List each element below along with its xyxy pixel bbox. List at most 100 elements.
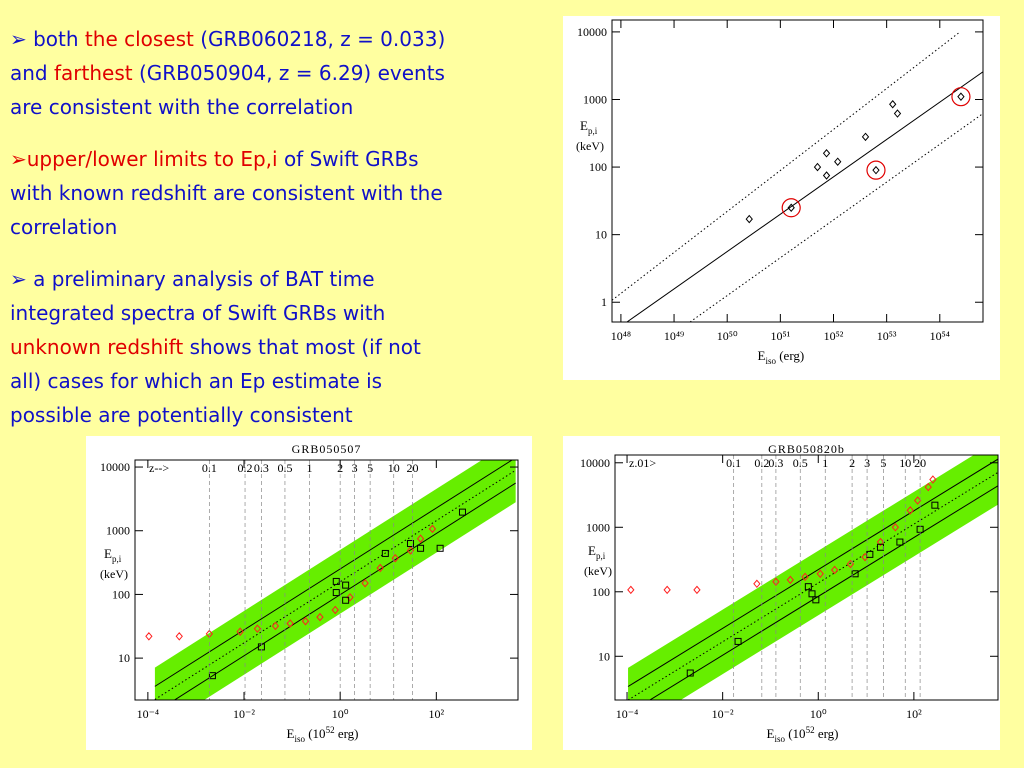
- label-piece: p,i: [596, 551, 606, 561]
- axis-label: Eiso (1052 erg): [287, 725, 359, 744]
- redshift-label: 0.5: [793, 456, 808, 470]
- data-point: [906, 506, 914, 515]
- redshift-label: 20: [407, 461, 419, 475]
- text-segment: all) cases for which an Ep estimate is: [10, 369, 382, 393]
- chart-panel: [563, 16, 1000, 380]
- data-point: [772, 577, 780, 587]
- x-tick-label: 10⁴⁹: [664, 329, 684, 343]
- x-tick-label: 10⁻²: [233, 707, 255, 721]
- text-segment: farthest: [54, 61, 139, 85]
- highlight-ring: [781, 198, 801, 218]
- text-segment: and: [10, 61, 54, 85]
- x-tick-label: 10⁵³: [877, 329, 897, 343]
- data-point: [175, 632, 183, 641]
- label-piece: 52: [326, 725, 335, 735]
- y-tick-label: 100: [112, 587, 130, 601]
- bullet-line: ➢ both the closest (GRB060218, z = 0.033…: [10, 27, 445, 51]
- label-piece: erg): [335, 726, 359, 741]
- data-point: [834, 157, 842, 166]
- redshift-label: 0.2: [238, 461, 253, 475]
- label-piece: (erg): [776, 348, 804, 363]
- data-point: [316, 612, 324, 622]
- label-piece: E: [580, 118, 588, 133]
- correlation-line: [627, 458, 998, 687]
- x-tick-label: 10⁴⁸: [611, 329, 631, 343]
- data-point: [801, 572, 809, 582]
- data-point: [428, 524, 437, 534]
- text-segment: integrated spectra of Swift GRBs with: [10, 301, 385, 325]
- data-point: [391, 553, 399, 563]
- y-tick-label: 10: [118, 651, 130, 665]
- x-tick-label: 10⁻⁴: [137, 707, 160, 721]
- data-point: [957, 92, 965, 101]
- x-tick-label: 10²: [906, 707, 922, 721]
- data-point: [342, 581, 350, 589]
- text-segment: are consistent with the correlation: [10, 95, 353, 119]
- chart: 0.10.20.30.512351020z-->1010010001000010…: [86, 436, 532, 750]
- x-tick-label: 10²: [429, 707, 445, 721]
- data-point: [346, 593, 354, 602]
- text-segment: shows that most (if not: [190, 335, 421, 359]
- y-tick-label: 100: [592, 585, 610, 599]
- label-piece: p,i: [588, 126, 598, 136]
- plot-frame: [134, 459, 519, 701]
- x-tick-label: 10⁻⁴: [616, 707, 639, 721]
- redshift-label: 5: [367, 461, 373, 475]
- correlation-line: [626, 71, 983, 322]
- plot-frame: [614, 454, 999, 701]
- data-point: [145, 632, 153, 641]
- text-segment: of Swift GRBs: [284, 147, 419, 171]
- axis-label: Ep,i: [580, 118, 598, 136]
- data-point: [753, 579, 761, 589]
- x-tick-label: 10⁻²: [712, 707, 734, 721]
- label-piece: iso: [774, 734, 785, 744]
- data-point: [876, 537, 885, 547]
- bullet-line: ➢upper/lower limits to Ep,i of Swift GRB…: [10, 147, 419, 171]
- y-axis-units: (keV): [584, 564, 612, 578]
- data-point: [861, 132, 870, 142]
- label-piece: iso: [294, 734, 305, 744]
- redshift-label: 10: [388, 461, 400, 475]
- redshift-label: 5: [880, 456, 886, 470]
- data-point: [627, 585, 635, 595]
- bullet-line: with known redshift are consistent with …: [10, 181, 443, 205]
- x-tick-label: 10⁰: [810, 707, 827, 721]
- text-segment: unknown redshift: [10, 335, 190, 359]
- text-segment: ➢upper/lower limits to Ep,i: [10, 147, 284, 171]
- plot-frame: [611, 19, 984, 323]
- data-point: [808, 590, 816, 598]
- data-point: [693, 585, 701, 595]
- data-point: [872, 165, 880, 175]
- bullet-line: integrated spectra of Swift GRBs with: [10, 301, 385, 325]
- data-point: [436, 544, 444, 552]
- redshift-label: 0.3: [768, 456, 783, 470]
- data-point: [816, 569, 824, 579]
- chart: 1 10 100 1000 10000 10⁴⁸ 10⁴⁹ 10⁵⁰ 10⁵¹ 10⁵² 10⁵³ 1…: [563, 16, 1000, 380]
- label-piece: E: [104, 546, 112, 561]
- data-point: [301, 616, 310, 626]
- data-point: [361, 578, 369, 588]
- highlight-ring: [866, 160, 886, 180]
- redshift-tag: z-->: [149, 461, 169, 475]
- correlation-line: [154, 460, 514, 687]
- data-point: [914, 496, 922, 505]
- data-point: [891, 523, 900, 532]
- data-point: [332, 577, 340, 585]
- x-tick-label: 10⁰: [332, 707, 349, 721]
- label-piece: (10: [305, 726, 326, 741]
- data-point: [745, 214, 753, 224]
- plot-area: [145, 460, 516, 700]
- data-point: [851, 570, 859, 578]
- bullet-line: correlation: [10, 215, 117, 239]
- data-point: [686, 669, 694, 677]
- y-axis-units: (keV): [576, 139, 604, 153]
- data-point: [822, 171, 831, 180]
- axis-label: Ep,i: [104, 546, 122, 564]
- label-piece: E: [287, 726, 295, 741]
- chart-title: GRB050507: [292, 442, 362, 456]
- data-point: [406, 546, 415, 555]
- redshift-label: 3: [864, 456, 870, 470]
- x-tick-label: 10⁵²: [824, 329, 844, 343]
